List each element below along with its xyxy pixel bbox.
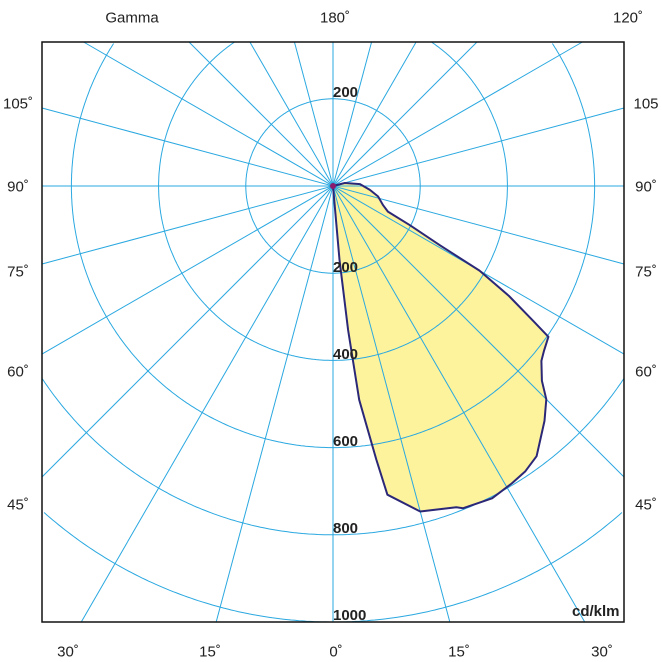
right-angle-label: 60˚ — [635, 363, 657, 381]
radial-label: 400 — [333, 346, 359, 363]
left-angle-label: 90˚ — [7, 178, 29, 196]
left-angle-label: 45˚ — [7, 496, 29, 514]
left-angle-label: 105˚ — [2, 95, 34, 113]
intensity-fill — [333, 183, 549, 512]
spoke-30 — [249, 41, 586, 623]
radial-label: 200 — [333, 259, 359, 276]
spoke-45 — [188, 41, 625, 478]
left-angle-label: 60˚ — [7, 363, 29, 381]
spoke-135 — [41, 41, 478, 478]
bottom-angle-label: 15˚ — [448, 643, 470, 661]
radial-label-upper: 200 — [333, 84, 359, 101]
ring-600 — [70, 43, 596, 449]
spoke-15 — [293, 41, 451, 623]
right-angle-label: 105 — [633, 95, 659, 113]
bottom-angle-label: 0˚ — [329, 643, 343, 661]
intensity-curve — [332, 182, 550, 513]
unit-label: cd/klm — [572, 603, 620, 620]
bottom-angle-label: 30˚ — [591, 643, 613, 661]
center-point — [330, 183, 336, 189]
spoke-60 — [83, 41, 625, 355]
radial-label: 600 — [333, 433, 359, 450]
right-angle-label: 90˚ — [635, 178, 657, 196]
radial-label: 1000 — [333, 607, 367, 624]
ring-400 — [158, 41, 508, 361]
angle-label-120: 120˚ — [612, 9, 644, 27]
spoke-150 — [80, 41, 417, 623]
bottom-angle-label: 15˚ — [199, 643, 221, 661]
angle-label-180: 180˚ — [319, 9, 351, 27]
spoke-120 — [41, 41, 583, 355]
spoke-165 — [215, 41, 373, 623]
plot-frame — [41, 41, 625, 623]
radial-label: 800 — [333, 520, 359, 537]
gamma-label: Gamma — [105, 9, 159, 27]
right-angle-label: 75˚ — [635, 263, 657, 281]
right-angle-label: 45˚ — [635, 496, 657, 514]
left-angle-label: 75˚ — [7, 263, 29, 281]
bottom-angle-label: 30˚ — [57, 643, 79, 661]
